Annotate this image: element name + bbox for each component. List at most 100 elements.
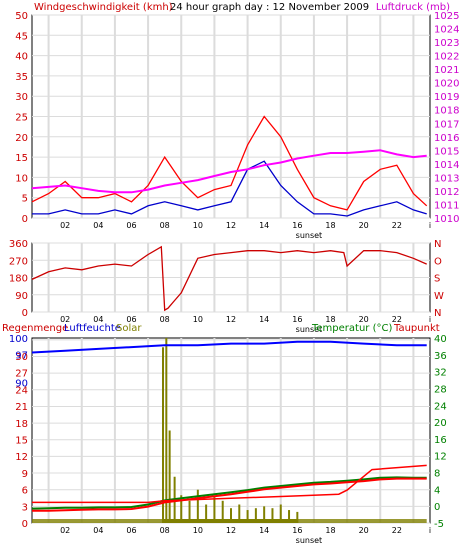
y-left-tick-label: 25 [15, 113, 28, 124]
y-left-tick-label: 24 [15, 385, 28, 396]
solar-bar [196, 489, 199, 523]
x-tick-label: 08 [160, 221, 170, 230]
x-tick-label: 10 [193, 315, 203, 324]
y-left-tick-label: 12 [15, 452, 28, 463]
y-left-tick-label: 6 [22, 486, 28, 497]
humidity-label: Luftfeuchte [64, 323, 121, 334]
y-left-tick-label: 20 [15, 133, 28, 144]
x-tick-label: 02 [60, 526, 70, 535]
solar-bar [188, 500, 191, 523]
x-tick-label: 04 [93, 221, 103, 230]
y-right-tick-label: 1016 [434, 133, 459, 144]
x-tick-label: 18 [325, 221, 335, 230]
solar-bar [230, 508, 232, 523]
solar-bar [246, 510, 249, 523]
wind-direction-panel: 0 N 90 W 180 S 270 O 360 N 02 04 06 08 10 12 14 16 18 20 22 i… [9, 239, 444, 334]
solar-bar [288, 510, 291, 523]
solar-bar [279, 504, 282, 523]
solar-bar [165, 338, 168, 523]
y-right-tick-label: 1014 [434, 160, 459, 171]
x-tick-label: 22 [392, 315, 402, 324]
y-right-tick-label: N [434, 239, 441, 250]
x-tick-label: 22 [392, 526, 402, 535]
x-tick-label: 16 [292, 221, 302, 230]
y-left-tick-label: 10 [15, 173, 28, 184]
x-tick-label: 08 [160, 315, 170, 324]
solar-bar [213, 497, 216, 523]
rain-line [32, 464, 427, 504]
x-tick-label: 18 [325, 315, 335, 324]
wind-direction-line [31, 245, 427, 312]
y-right-tick-label: 1010 [434, 214, 459, 225]
x-tick-label: 12 [226, 526, 236, 535]
y-right-tick-label: 16 [434, 435, 447, 446]
dewpoint-label: Taupunkt [393, 323, 440, 334]
y-left-tick-label: 0 [22, 519, 28, 530]
y-left-tick-label: 100 [9, 334, 28, 345]
dewpoint-line [32, 477, 427, 512]
x-tick-label: 20 [359, 526, 369, 535]
solar-bar [205, 504, 208, 523]
solar-bar [238, 504, 241, 523]
sunset-label: sunset [296, 231, 323, 240]
y-right-tick-label: 28 [434, 384, 447, 395]
x-tick-label: 06 [126, 221, 136, 230]
y-left-tick-label: 90 [15, 291, 28, 302]
x-tick-label: 16 [292, 526, 302, 535]
y-right-tick-label: 36 [434, 351, 447, 362]
y-left-tick-label: 9 [22, 469, 28, 480]
solar-bar [162, 347, 165, 523]
y-right-tick-label: 8 [434, 469, 440, 480]
y-left-tick-label: 0 [22, 308, 28, 319]
y-left-tick-label: 50 [15, 11, 28, 22]
x-tick-label: i [429, 221, 431, 230]
y-left-tick-label: 97 [15, 351, 28, 362]
y-left-tick-label: 270 [9, 256, 28, 267]
solar-bar [271, 508, 274, 523]
y-left-tick-label: 30 [15, 92, 28, 103]
x-tick-label: 22 [392, 221, 402, 230]
y-right-tick-label: 1023 [434, 38, 459, 49]
solar-baseline [32, 519, 427, 523]
temperature-label: Temperatur (°C) [311, 323, 392, 334]
y-right-tick-label: 0 [434, 502, 440, 513]
y-left-tick-label: 90 [15, 379, 28, 390]
y-left-tick-label: 5 [22, 194, 28, 205]
series-line-0 [31, 115, 428, 211]
sunset-label: sunset [296, 536, 323, 545]
y-right-tick-label: 1012 [434, 187, 459, 198]
y-right-tick-label: 1022 [434, 52, 459, 63]
x-tick-label: 06 [126, 526, 136, 535]
solar-bar [168, 430, 171, 523]
y-right-tick-label: 1015 [434, 146, 459, 157]
solar-bar [254, 508, 257, 523]
humidity-temperature-panel-frame [31, 337, 431, 524]
x-tick-label: 04 [93, 526, 103, 535]
wind-speed-label: Windgeschwindigkeit (kmh) [34, 2, 173, 13]
y-right-tick-label: 4 [434, 485, 440, 496]
x-tick-label: 20 [359, 221, 369, 230]
y-right-tick-label: 1018 [434, 106, 459, 117]
wind-pressure-panel: 0510152025303540455010101011101210131014… [15, 2, 459, 240]
x-tick-label: 10 [193, 221, 203, 230]
y-right-tick-label: O [434, 256, 442, 267]
y-left-tick-label: 15 [15, 153, 28, 164]
x-tick-label: 06 [126, 315, 136, 324]
y-left-tick-label: 360 [9, 239, 28, 250]
x-tick-label: 12 [226, 221, 236, 230]
x-tick-label: 12 [226, 315, 236, 324]
temperature-line [31, 476, 427, 510]
x-tick-label: 02 [60, 315, 70, 324]
chart-title: 24 hour graph day : 12 November 2009 [170, 2, 369, 13]
y-left-tick-label: 21 [15, 402, 28, 413]
series-line-2 [31, 149, 427, 194]
y-left-tick-label: 27 [15, 369, 28, 380]
x-tick-label: 02 [60, 221, 70, 230]
y-right-tick-label: S [434, 274, 440, 285]
y-left-tick-label: 18 [15, 419, 28, 430]
y-left-tick-label: 45 [15, 31, 28, 42]
y-right-tick-label: -5 [434, 519, 444, 530]
x-tick-label: 20 [359, 315, 369, 324]
y-right-tick-label: 1013 [434, 173, 459, 184]
